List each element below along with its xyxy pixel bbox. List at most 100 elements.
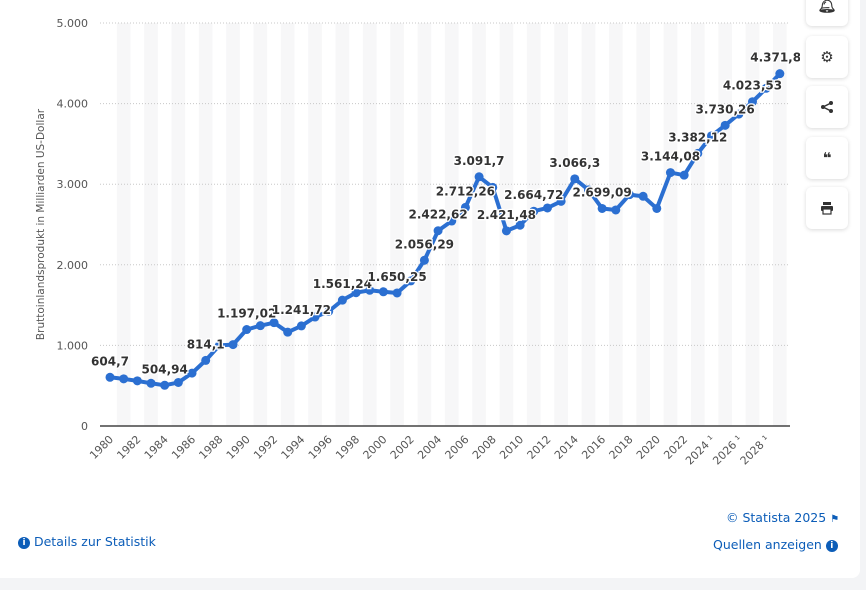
copyright-text: © Statista 2025 — [726, 510, 827, 525]
y-tick-label: 5.000 — [57, 17, 89, 30]
data-point — [597, 203, 607, 213]
column-band — [663, 23, 678, 426]
x-tick-label: 2006 — [443, 433, 472, 462]
x-tick-label: 2008 — [470, 433, 499, 462]
data-point — [515, 220, 525, 230]
column-band — [253, 23, 268, 426]
x-tick-label: 2028 ¹ — [738, 433, 773, 468]
x-tick-label: 2026 ¹ — [710, 433, 745, 468]
data-point — [242, 325, 252, 335]
data-point — [747, 97, 757, 107]
x-tick-label: 1990 — [224, 433, 253, 462]
quote-icon: ❝ — [822, 149, 832, 167]
sources-link[interactable]: Quellen anzeigen i — [713, 537, 838, 552]
settings-button[interactable]: ⚙ — [806, 36, 848, 78]
y-tick-label: 0 — [81, 420, 88, 433]
data-point — [679, 170, 689, 180]
data-point — [173, 377, 183, 387]
data-point — [556, 196, 566, 206]
column-band — [116, 23, 131, 426]
data-label: 4.023,53 — [723, 79, 782, 93]
data-point — [460, 202, 470, 212]
data-point — [474, 172, 484, 182]
data-point — [488, 182, 498, 192]
x-tick-label: 2010 — [497, 433, 526, 462]
bell-icon: 🔔︎ — [817, 0, 837, 14]
share-icon — [821, 101, 833, 113]
x-tick-label: 2000 — [361, 433, 390, 462]
x-tick-label: 2012 — [525, 433, 554, 462]
data-label: 2.422,62 — [408, 208, 467, 222]
column-band — [280, 23, 295, 426]
info-icon: i — [825, 540, 838, 552]
x-tick-label: 1986 — [169, 433, 198, 462]
data-point — [105, 372, 115, 382]
data-label: 1.197,02 — [217, 307, 276, 321]
data-point — [529, 206, 539, 216]
y-tick-label: 3.000 — [57, 178, 89, 191]
share-button[interactable] — [806, 86, 848, 128]
data-point — [652, 203, 662, 213]
column-band — [198, 23, 213, 426]
sources-label: Quellen anzeigen — [713, 537, 822, 552]
data-point — [283, 327, 293, 337]
data-point — [406, 276, 416, 286]
data-point — [638, 191, 648, 201]
data-point — [693, 148, 703, 158]
data-point — [146, 378, 156, 388]
cite-button[interactable]: ❝ — [806, 137, 848, 179]
x-tick-label: 1998 — [333, 433, 362, 462]
column-band — [226, 23, 240, 426]
data-point — [433, 226, 443, 236]
column-band — [581, 23, 596, 426]
data-point — [570, 174, 580, 184]
data-point — [775, 69, 785, 79]
column-band — [472, 23, 486, 426]
y-axis-label: Bruttoinlandsprodukt in Milliarden US-Do… — [35, 108, 47, 340]
data-point — [542, 203, 552, 213]
data-label: 2.699,09 — [573, 185, 632, 199]
data-label: 2.421,48 — [477, 208, 536, 222]
data-label: 3.144,08 — [641, 150, 700, 164]
x-tick-label: 2014 — [552, 433, 581, 462]
data-label: 1.650,25 — [367, 270, 426, 284]
data-point — [583, 185, 593, 195]
flag-icon: ⚑ — [830, 514, 840, 525]
data-point — [296, 321, 306, 331]
y-tick-label: 2.000 — [57, 259, 89, 272]
print-button[interactable] — [806, 187, 848, 229]
info-icon: i — [18, 537, 30, 549]
data-label: 1.241,72 — [272, 303, 331, 317]
x-tick-label: 2024 ¹ — [683, 433, 718, 468]
data-point — [337, 295, 347, 305]
column-band — [636, 23, 650, 426]
data-point — [624, 190, 634, 200]
data-point — [255, 321, 265, 331]
data-point — [132, 376, 142, 386]
column-band — [745, 23, 760, 426]
column-band — [308, 23, 322, 426]
copyright[interactable]: © Statista 2025 ⚑ — [726, 510, 839, 525]
data-point — [734, 109, 744, 119]
data-point — [201, 355, 211, 365]
print-icon — [821, 202, 833, 215]
data-point — [160, 380, 170, 390]
column-band — [526, 23, 541, 426]
chart-card: 0 1.000 2.000 3.000 4.000 5.000 1980 1982 1984 19… — [0, 0, 860, 578]
x-tick-label: 1994 — [279, 433, 308, 462]
x-tick-label: 1996 — [306, 433, 335, 462]
data-label: 3.730,26 — [696, 102, 755, 116]
details-label: Details zur Statistik — [33, 534, 156, 549]
notification-button[interactable]: 🔔︎ — [806, 0, 848, 26]
line-chart: 01.0002.0003.0004.0005.00019801982198419… — [35, 17, 800, 468]
data-point — [365, 285, 375, 295]
data-label: 504,94 — [142, 362, 188, 376]
data-point — [761, 83, 771, 93]
details-link[interactable]: i Details zur Statistik — [18, 534, 156, 549]
x-tick-label: 1988 — [196, 433, 225, 462]
data-point — [324, 306, 334, 316]
data-label: 3.091,7 — [454, 154, 505, 168]
x-tick-label: 2002 — [388, 433, 417, 462]
gear-icon: ⚙ — [820, 48, 834, 66]
data-point — [720, 120, 730, 130]
